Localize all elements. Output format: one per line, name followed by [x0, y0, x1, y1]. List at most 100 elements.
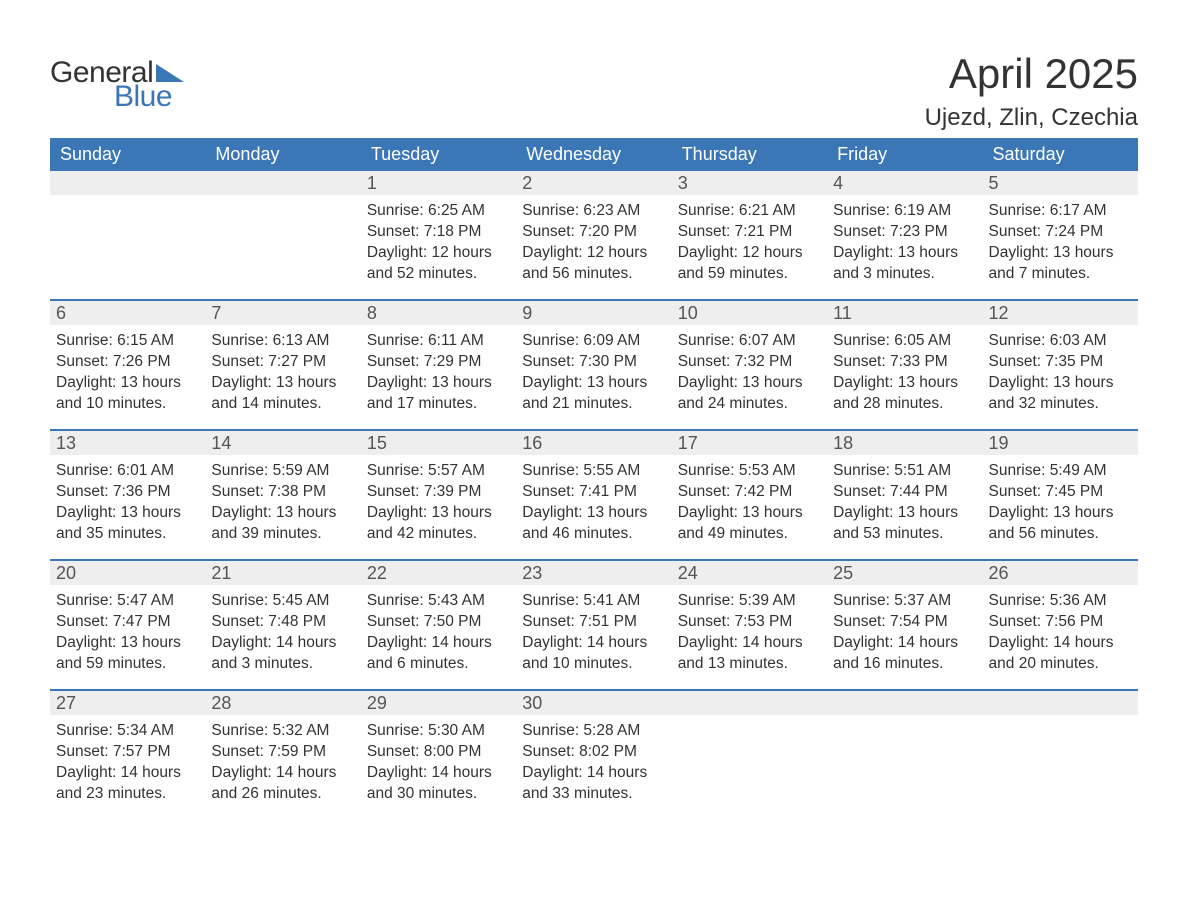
sunrise-line: Sunrise: 5:41 AM	[522, 591, 665, 612]
day-cell: 17Sunrise: 5:53 AMSunset: 7:42 PMDayligh…	[672, 431, 827, 559]
sunset-line: Sunset: 7:36 PM	[56, 482, 199, 503]
sunrise-line: Sunrise: 5:57 AM	[367, 461, 510, 482]
day-body: Sunrise: 5:55 AMSunset: 7:41 PMDaylight:…	[516, 455, 671, 555]
sunset-line: Sunset: 7:35 PM	[989, 352, 1132, 373]
day-cell: 24Sunrise: 5:39 AMSunset: 7:53 PMDayligh…	[672, 561, 827, 689]
day-cell: 16Sunrise: 5:55 AMSunset: 7:41 PMDayligh…	[516, 431, 671, 559]
day-body: Sunrise: 6:03 AMSunset: 7:35 PMDaylight:…	[983, 325, 1138, 425]
day-body: Sunrise: 5:51 AMSunset: 7:44 PMDaylight:…	[827, 455, 982, 555]
sunset-line: Sunset: 7:23 PM	[833, 222, 976, 243]
day-body: Sunrise: 6:25 AMSunset: 7:18 PMDaylight:…	[361, 195, 516, 295]
daylight-line: Daylight: 14 hours and 30 minutes.	[367, 763, 510, 805]
daynum-bar: 21	[205, 561, 360, 585]
sunrise-line: Sunrise: 5:53 AM	[678, 461, 821, 482]
day-number: 1	[367, 173, 377, 193]
day-number: 9	[522, 303, 532, 323]
daynum-bar: 6	[50, 301, 205, 325]
daynum-bar: 27	[50, 691, 205, 715]
sunset-line: Sunset: 7:50 PM	[367, 612, 510, 633]
daylight-line: Daylight: 13 hours and 59 minutes.	[56, 633, 199, 675]
sunrise-line: Sunrise: 6:23 AM	[522, 201, 665, 222]
day-cell: 14Sunrise: 5:59 AMSunset: 7:38 PMDayligh…	[205, 431, 360, 559]
day-cell: 23Sunrise: 5:41 AMSunset: 7:51 PMDayligh…	[516, 561, 671, 689]
day-number: 5	[989, 173, 999, 193]
weekday-tuesday: Tuesday	[361, 138, 516, 171]
daylight-line: Daylight: 13 hours and 17 minutes.	[367, 373, 510, 415]
day-cell: 29Sunrise: 5:30 AMSunset: 8:00 PMDayligh…	[361, 691, 516, 819]
day-number: 6	[56, 303, 66, 323]
sunrise-line: Sunrise: 5:49 AM	[989, 461, 1132, 482]
daynum-bar: 17	[672, 431, 827, 455]
day-body: Sunrise: 5:32 AMSunset: 7:59 PMDaylight:…	[205, 715, 360, 815]
day-cell: 3Sunrise: 6:21 AMSunset: 7:21 PMDaylight…	[672, 171, 827, 299]
location: Ujezd, Zlin, Czechia	[925, 104, 1138, 132]
day-number: 14	[211, 433, 231, 453]
day-cell: 13Sunrise: 6:01 AMSunset: 7:36 PMDayligh…	[50, 431, 205, 559]
daylight-line: Daylight: 14 hours and 3 minutes.	[211, 633, 354, 675]
daylight-line: Daylight: 13 hours and 49 minutes.	[678, 503, 821, 545]
day-cell: 18Sunrise: 5:51 AMSunset: 7:44 PMDayligh…	[827, 431, 982, 559]
sunset-line: Sunset: 7:39 PM	[367, 482, 510, 503]
sunset-line: Sunset: 8:02 PM	[522, 742, 665, 763]
day-body: Sunrise: 5:53 AMSunset: 7:42 PMDaylight:…	[672, 455, 827, 555]
daynum-bar: 15	[361, 431, 516, 455]
daynum-bar: 14	[205, 431, 360, 455]
sunset-line: Sunset: 7:20 PM	[522, 222, 665, 243]
week-row: 1Sunrise: 6:25 AMSunset: 7:18 PMDaylight…	[50, 171, 1138, 299]
day-body: Sunrise: 5:43 AMSunset: 7:50 PMDaylight:…	[361, 585, 516, 685]
day-body: Sunrise: 6:01 AMSunset: 7:36 PMDaylight:…	[50, 455, 205, 555]
day-body	[205, 195, 360, 211]
sunrise-line: Sunrise: 5:43 AM	[367, 591, 510, 612]
sunset-line: Sunset: 7:56 PM	[989, 612, 1132, 633]
week-row: 27Sunrise: 5:34 AMSunset: 7:57 PMDayligh…	[50, 689, 1138, 819]
daynum-bar: 9	[516, 301, 671, 325]
daylight-line: Daylight: 13 hours and 39 minutes.	[211, 503, 354, 545]
sunrise-line: Sunrise: 5:51 AM	[833, 461, 976, 482]
day-body	[983, 715, 1138, 731]
sunrise-line: Sunrise: 6:03 AM	[989, 331, 1132, 352]
daynum-bar: 28	[205, 691, 360, 715]
empty-cell	[205, 171, 360, 299]
day-number: 15	[367, 433, 387, 453]
day-cell: 20Sunrise: 5:47 AMSunset: 7:47 PMDayligh…	[50, 561, 205, 689]
day-body: Sunrise: 6:05 AMSunset: 7:33 PMDaylight:…	[827, 325, 982, 425]
day-cell: 9Sunrise: 6:09 AMSunset: 7:30 PMDaylight…	[516, 301, 671, 429]
sunset-line: Sunset: 7:41 PM	[522, 482, 665, 503]
day-number: 25	[833, 563, 853, 583]
day-number: 18	[833, 433, 853, 453]
day-cell: 10Sunrise: 6:07 AMSunset: 7:32 PMDayligh…	[672, 301, 827, 429]
sunset-line: Sunset: 7:57 PM	[56, 742, 199, 763]
empty-cell	[50, 171, 205, 299]
daylight-line: Daylight: 14 hours and 26 minutes.	[211, 763, 354, 805]
sunset-line: Sunset: 7:29 PM	[367, 352, 510, 373]
week-row: 20Sunrise: 5:47 AMSunset: 7:47 PMDayligh…	[50, 559, 1138, 689]
daynum-bar	[50, 171, 205, 195]
sunset-line: Sunset: 7:24 PM	[989, 222, 1132, 243]
calendar: SundayMondayTuesdayWednesdayThursdayFrid…	[50, 138, 1138, 819]
month-title: April 2025	[925, 50, 1138, 98]
daylight-line: Daylight: 12 hours and 52 minutes.	[367, 243, 510, 285]
day-number: 3	[678, 173, 688, 193]
weekday-wednesday: Wednesday	[516, 138, 671, 171]
sunset-line: Sunset: 7:47 PM	[56, 612, 199, 633]
daynum-bar: 24	[672, 561, 827, 585]
day-body: Sunrise: 5:57 AMSunset: 7:39 PMDaylight:…	[361, 455, 516, 555]
sunrise-line: Sunrise: 5:39 AM	[678, 591, 821, 612]
day-number: 21	[211, 563, 231, 583]
daynum-bar: 16	[516, 431, 671, 455]
day-body: Sunrise: 6:21 AMSunset: 7:21 PMDaylight:…	[672, 195, 827, 295]
sunset-line: Sunset: 7:59 PM	[211, 742, 354, 763]
weekday-saturday: Saturday	[983, 138, 1138, 171]
daylight-line: Daylight: 13 hours and 35 minutes.	[56, 503, 199, 545]
day-body	[827, 715, 982, 731]
daynum-bar: 26	[983, 561, 1138, 585]
day-number: 29	[367, 693, 387, 713]
daylight-line: Daylight: 14 hours and 33 minutes.	[522, 763, 665, 805]
day-number: 20	[56, 563, 76, 583]
day-body: Sunrise: 5:36 AMSunset: 7:56 PMDaylight:…	[983, 585, 1138, 685]
daynum-bar: 1	[361, 171, 516, 195]
day-body: Sunrise: 5:30 AMSunset: 8:00 PMDaylight:…	[361, 715, 516, 815]
day-body: Sunrise: 5:34 AMSunset: 7:57 PMDaylight:…	[50, 715, 205, 815]
daylight-line: Daylight: 13 hours and 32 minutes.	[989, 373, 1132, 415]
sunset-line: Sunset: 7:48 PM	[211, 612, 354, 633]
